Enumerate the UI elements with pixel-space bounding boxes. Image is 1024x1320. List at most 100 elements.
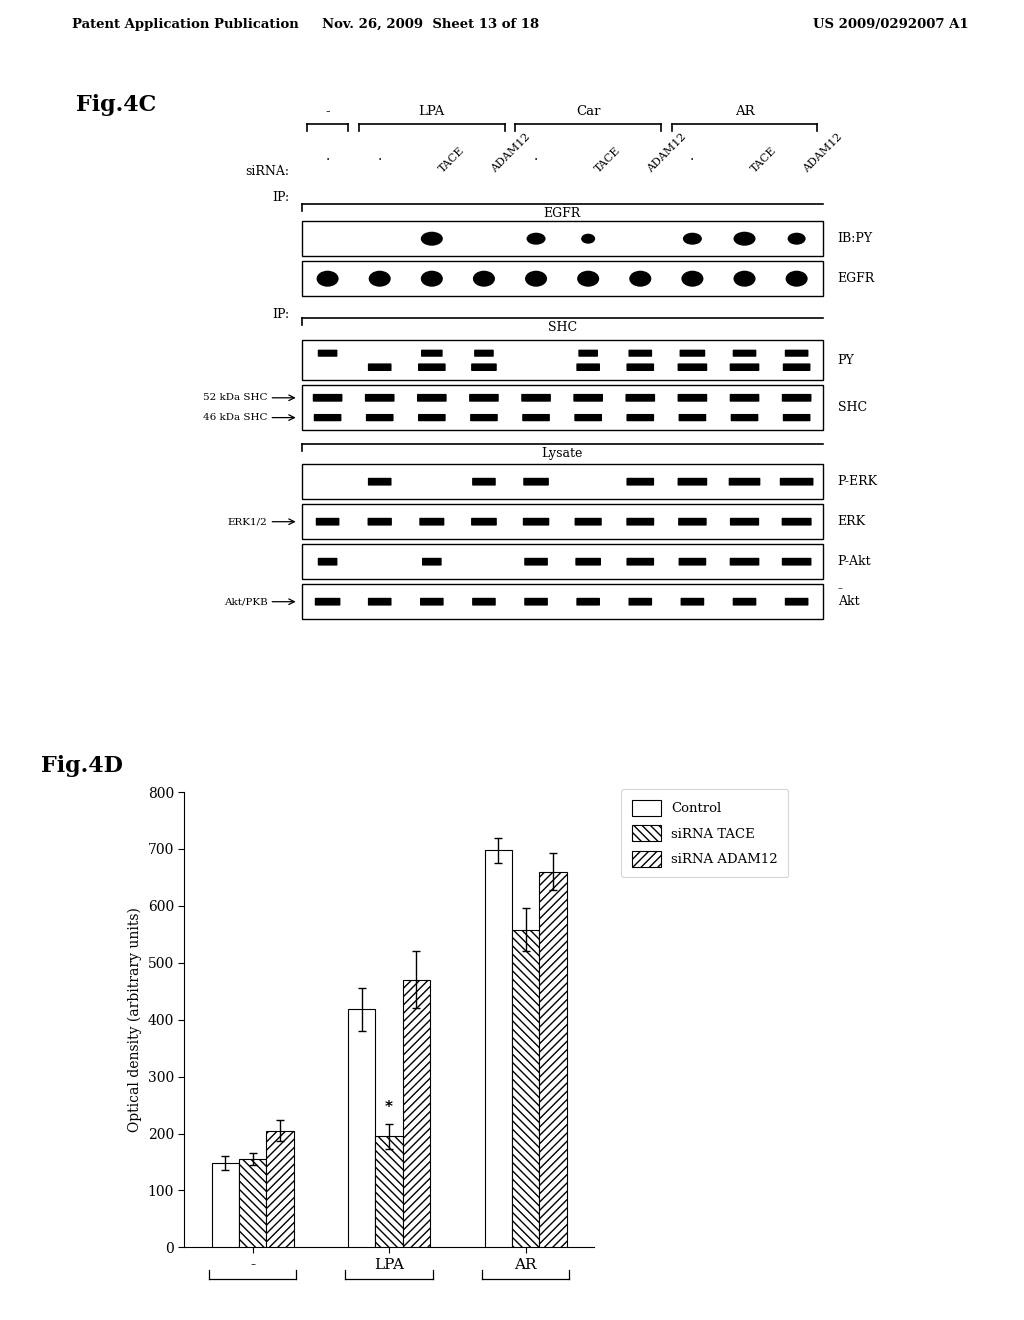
FancyBboxPatch shape [733, 598, 757, 606]
FancyBboxPatch shape [574, 414, 602, 421]
Text: –: – [838, 585, 843, 593]
Text: EGFR: EGFR [838, 272, 874, 285]
Text: SHC: SHC [548, 321, 577, 334]
FancyBboxPatch shape [368, 363, 391, 371]
Bar [376, 1137, 402, 1247]
Text: 46 kDa SHC: 46 kDa SHC [203, 413, 267, 422]
FancyBboxPatch shape [626, 393, 655, 401]
FancyBboxPatch shape [781, 558, 811, 565]
Ellipse shape [681, 271, 703, 286]
FancyBboxPatch shape [730, 558, 760, 565]
Bar [301, 504, 822, 539]
Text: Akt: Akt [838, 595, 859, 609]
Text: -: - [326, 106, 330, 119]
Ellipse shape [316, 271, 339, 286]
Text: IB:PY: IB:PY [838, 232, 872, 246]
FancyBboxPatch shape [574, 517, 602, 525]
Ellipse shape [733, 271, 756, 286]
FancyBboxPatch shape [627, 517, 654, 525]
Text: SHC: SHC [838, 401, 867, 414]
Text: Fig.4C: Fig.4C [76, 94, 157, 116]
FancyBboxPatch shape [579, 350, 598, 356]
Ellipse shape [525, 271, 547, 286]
FancyBboxPatch shape [679, 414, 707, 421]
Text: TACE: TACE [437, 145, 466, 174]
FancyBboxPatch shape [418, 363, 445, 371]
Y-axis label: Optical density (arbitrary units): Optical density (arbitrary units) [128, 907, 142, 1133]
FancyBboxPatch shape [731, 414, 759, 421]
FancyBboxPatch shape [471, 517, 497, 525]
FancyBboxPatch shape [471, 363, 497, 371]
Text: ·: · [378, 153, 382, 168]
Ellipse shape [630, 271, 651, 286]
Text: ADAM12: ADAM12 [802, 132, 845, 174]
FancyBboxPatch shape [575, 558, 601, 565]
Text: Lysate: Lysate [542, 447, 583, 461]
FancyBboxPatch shape [421, 350, 442, 356]
Bar [348, 1010, 376, 1247]
FancyBboxPatch shape [365, 393, 394, 401]
FancyBboxPatch shape [577, 363, 600, 371]
Ellipse shape [582, 234, 595, 244]
Text: P-ERK: P-ERK [838, 475, 878, 488]
FancyBboxPatch shape [524, 598, 548, 606]
Bar [301, 585, 822, 619]
Text: AR: AR [734, 106, 755, 119]
FancyBboxPatch shape [419, 517, 444, 525]
Text: Car: Car [575, 106, 600, 119]
FancyBboxPatch shape [368, 517, 392, 525]
Ellipse shape [369, 271, 391, 286]
Text: PY: PY [838, 354, 854, 367]
FancyBboxPatch shape [474, 350, 494, 356]
Bar [484, 850, 512, 1247]
Text: IP:: IP: [272, 308, 290, 321]
FancyBboxPatch shape [315, 517, 339, 525]
FancyBboxPatch shape [627, 414, 654, 421]
Ellipse shape [733, 232, 756, 246]
Text: ·: · [534, 153, 539, 168]
FancyBboxPatch shape [627, 363, 654, 371]
FancyBboxPatch shape [627, 478, 654, 486]
Bar [301, 465, 822, 499]
FancyBboxPatch shape [420, 598, 443, 606]
FancyBboxPatch shape [784, 598, 809, 606]
FancyBboxPatch shape [312, 393, 342, 401]
FancyBboxPatch shape [678, 393, 708, 401]
Ellipse shape [787, 232, 806, 244]
FancyBboxPatch shape [418, 414, 445, 421]
FancyBboxPatch shape [680, 350, 706, 356]
FancyBboxPatch shape [781, 393, 811, 401]
Text: ·: · [690, 153, 694, 168]
Bar [301, 385, 822, 430]
Ellipse shape [421, 271, 442, 286]
FancyBboxPatch shape [730, 393, 760, 401]
FancyBboxPatch shape [678, 478, 708, 486]
Text: P-Akt: P-Akt [838, 556, 871, 568]
FancyBboxPatch shape [522, 414, 550, 421]
Bar [266, 1131, 294, 1247]
FancyBboxPatch shape [629, 598, 652, 606]
FancyBboxPatch shape [417, 393, 446, 401]
Text: ·: · [326, 153, 330, 168]
Ellipse shape [421, 232, 442, 246]
FancyBboxPatch shape [366, 414, 393, 421]
FancyBboxPatch shape [730, 517, 759, 525]
Ellipse shape [473, 271, 495, 286]
FancyBboxPatch shape [678, 363, 708, 371]
Bar [239, 1159, 266, 1247]
Ellipse shape [785, 271, 808, 286]
FancyBboxPatch shape [524, 558, 548, 565]
FancyBboxPatch shape [629, 350, 652, 356]
FancyBboxPatch shape [681, 598, 705, 606]
FancyBboxPatch shape [733, 350, 757, 356]
FancyBboxPatch shape [782, 414, 810, 421]
FancyBboxPatch shape [678, 517, 707, 525]
Text: Patent Application Publication: Patent Application Publication [72, 18, 298, 30]
FancyBboxPatch shape [679, 558, 707, 565]
Legend: Control, siRNA TACE, siRNA ADAM12: Control, siRNA TACE, siRNA ADAM12 [621, 789, 788, 878]
Text: ERK: ERK [838, 515, 866, 528]
Text: ADAM12: ADAM12 [645, 132, 688, 174]
FancyBboxPatch shape [627, 558, 654, 565]
FancyBboxPatch shape [313, 414, 341, 421]
FancyBboxPatch shape [472, 598, 496, 606]
